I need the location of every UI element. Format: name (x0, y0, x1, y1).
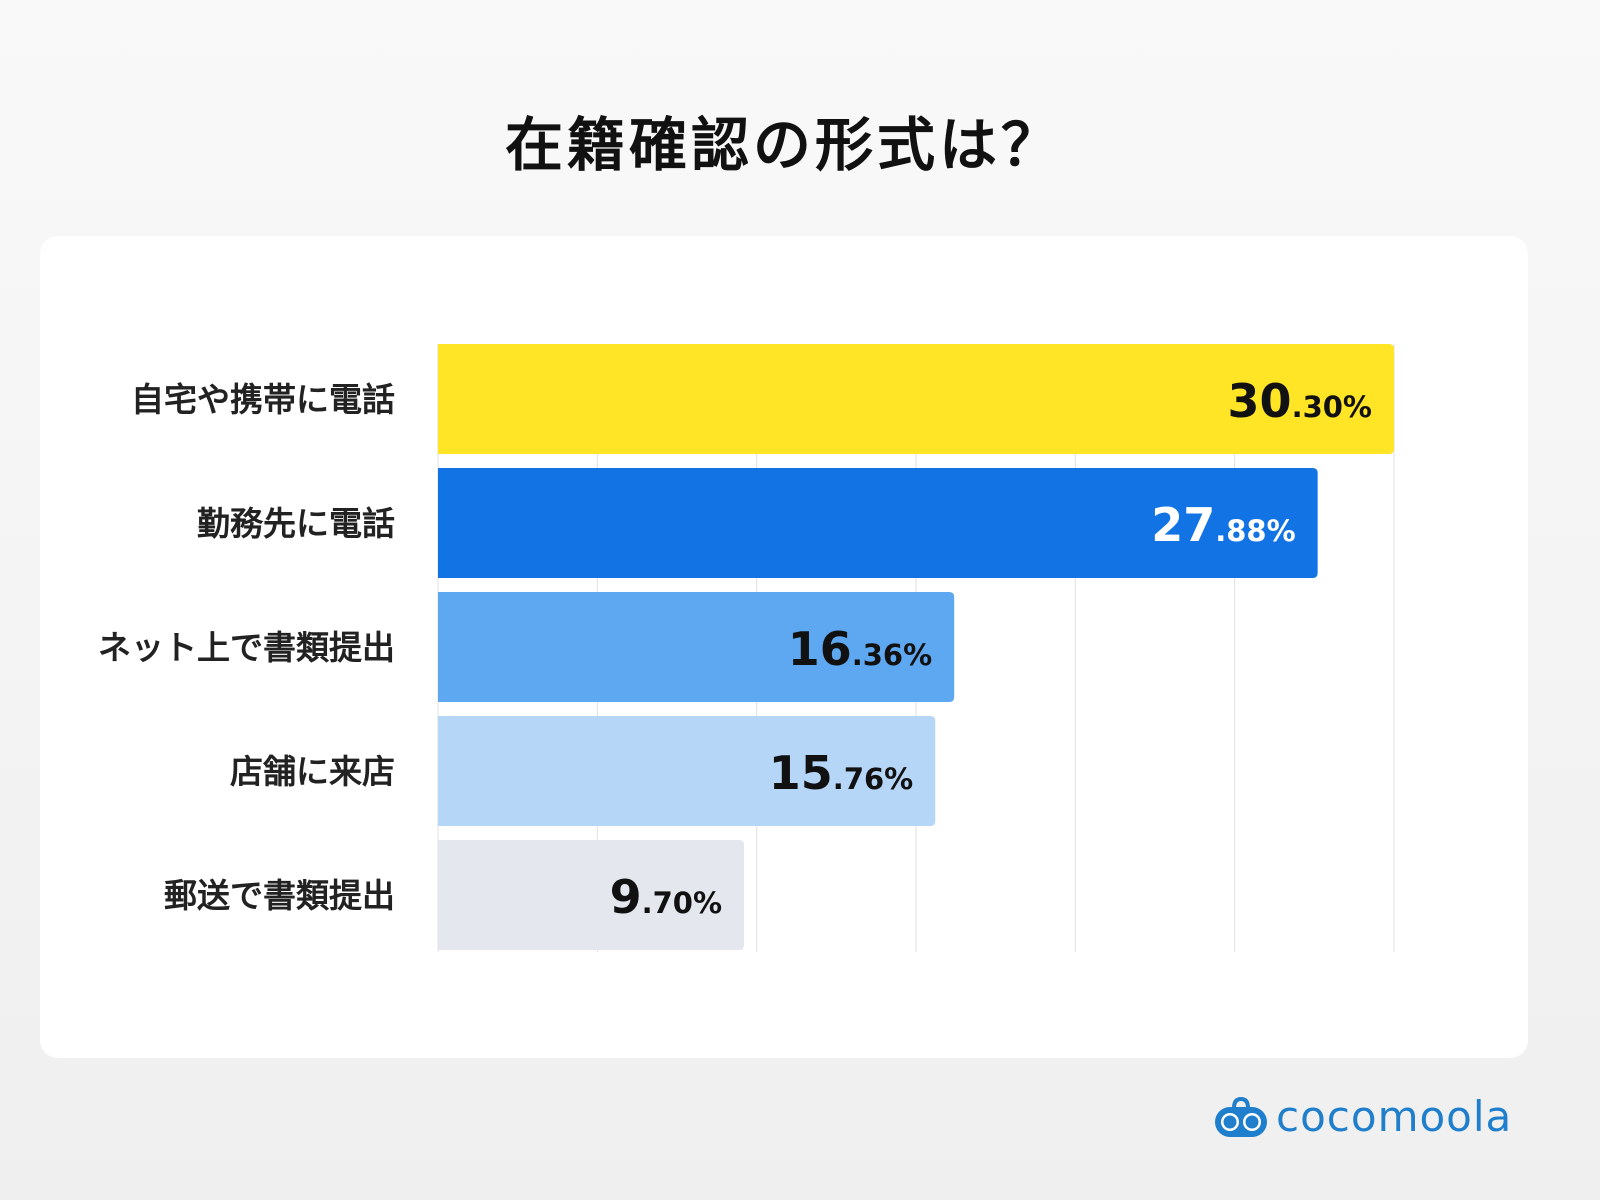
bar (438, 840, 745, 950)
category-label: 店舗に来店 (230, 752, 395, 791)
brand-logo: cocomoola (1214, 1096, 1512, 1138)
category-label: 自宅や携帯に電話 (131, 380, 395, 419)
value-label: 27.88% (1151, 498, 1295, 552)
bar-chart: 自宅や携帯に電話 30.30% 勤務先に電話 27.88% ネット上で書類提出 16.36… (98, 344, 1395, 952)
value-label: 15.76% (769, 746, 913, 800)
value-label: 30.30% (1228, 374, 1372, 428)
chart-title: 在籍確認の形式は？ (504, 111, 1063, 179)
chart-card: 自宅や携帯に電話 30.30% 勤務先に電話 27.88% ネット上で書類提出 16.36… (40, 236, 1528, 1058)
logo-icon (1215, 1096, 1267, 1137)
category-label: 勤務先に電話 (197, 504, 395, 543)
bar (438, 468, 1318, 578)
value-label: 16.36% (788, 622, 932, 676)
category-label: 郵送で書類提出 (164, 876, 395, 915)
logo-text: cocomoola (1276, 1092, 1513, 1141)
bar (438, 592, 955, 702)
category-label: ネット上で書類提出 (98, 628, 395, 667)
bar (438, 344, 1394, 454)
value-label: 9.70% (610, 870, 722, 924)
bar (438, 716, 936, 826)
